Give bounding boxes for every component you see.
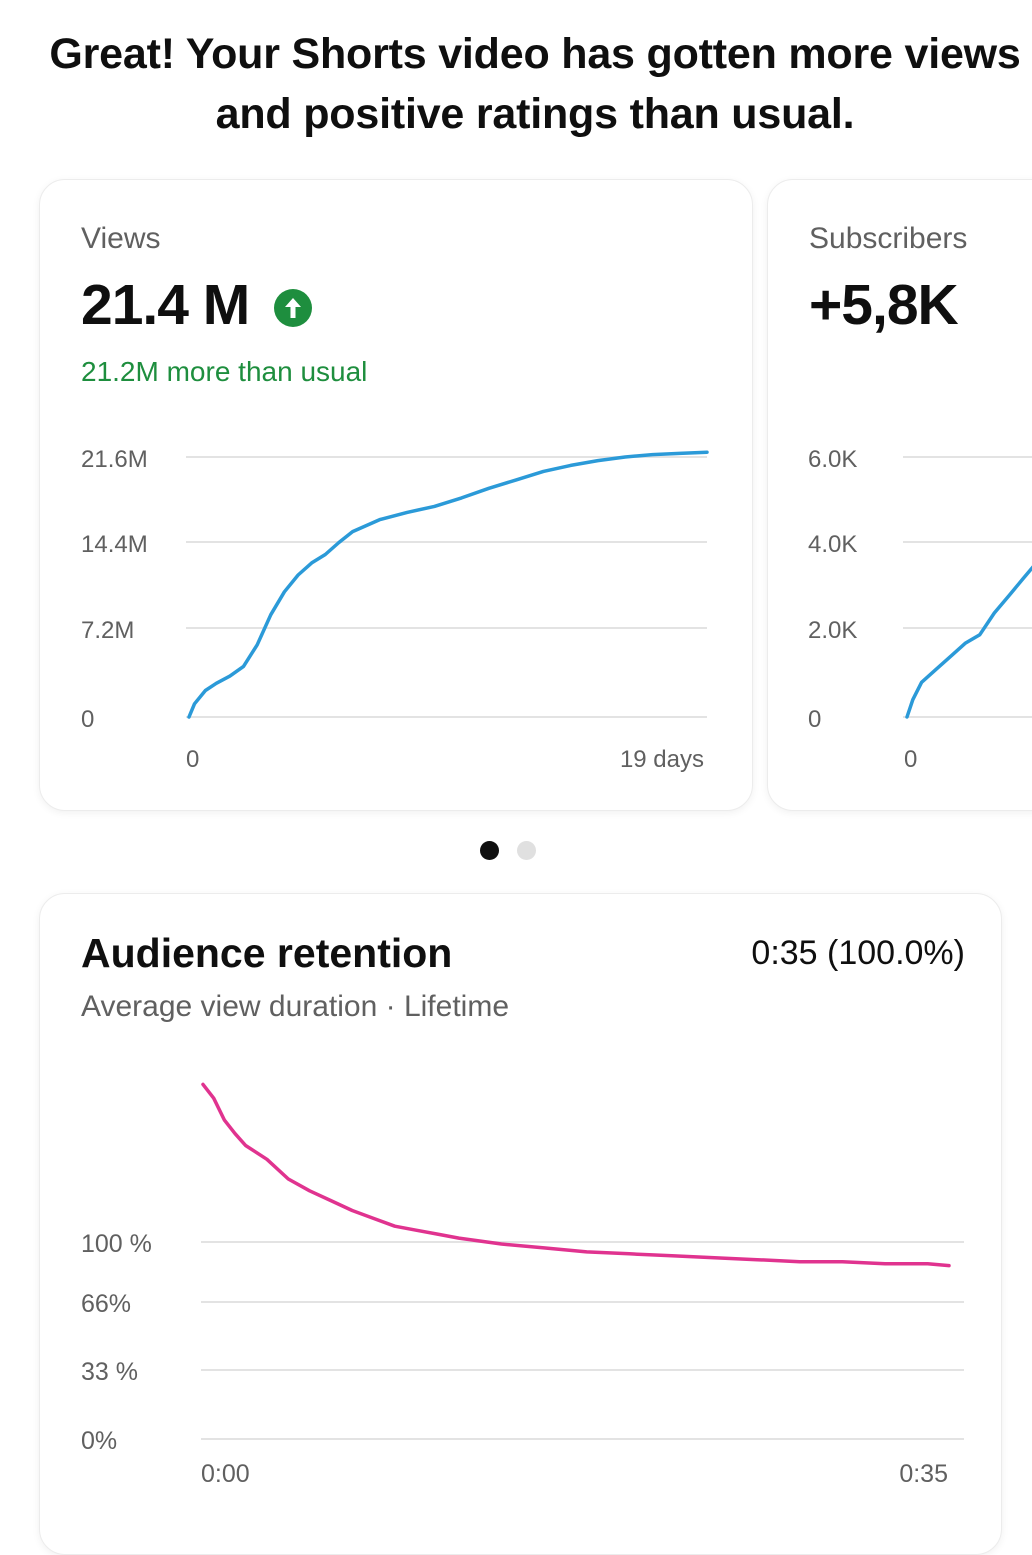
y-tick-label: 7.2M <box>81 617 134 644</box>
x-tick-label: 19 days <box>620 746 704 773</box>
y-tick-label: 0% <box>81 1427 117 1455</box>
x-tick-label: 0 <box>904 746 917 773</box>
y-tick-label: 0 <box>81 706 94 733</box>
subscribers-chart: 0 2.0K 4.0K 6.0K 0 <box>808 446 1032 773</box>
views-label: Views <box>81 222 161 255</box>
carousel-pagination[interactable] <box>480 841 536 860</box>
carousel-dot[interactable] <box>517 841 536 860</box>
headline: Great! Your Shorts video has gotten more… <box>49 30 1021 138</box>
views-note: 21.2M more than usual <box>81 356 368 387</box>
x-tick-label: 0 <box>186 746 199 773</box>
subscribers-card[interactable]: Subscribers +5,8K 0 2.0K 4.0K 6.0K 0 <box>767 179 1032 811</box>
subscribers-value: +5,8K <box>809 273 959 337</box>
y-tick-label: 0 <box>808 706 821 733</box>
x-tick-label: 0:35 <box>899 1460 948 1488</box>
subscribers-label: Subscribers <box>809 222 968 255</box>
y-tick-label: 2.0K <box>808 617 857 644</box>
y-tick-label: 4.0K <box>808 531 857 558</box>
retention-title: Audience retention <box>81 930 453 976</box>
arrow-up-circle-icon <box>274 289 312 327</box>
retention-value: 0:35 (100.0%) <box>751 934 965 972</box>
y-tick-label: 6.0K <box>808 446 857 473</box>
views-chart: 0 7.2M 14.4M 21.6M 0 19 days <box>81 446 709 773</box>
y-tick-label: 100 % <box>81 1230 152 1258</box>
y-tick-label: 21.6M <box>81 446 148 473</box>
views-value: 21.4 M <box>81 273 250 337</box>
series-line <box>201 1082 951 1268</box>
retention-chart: 0% 33 % 66% 100 % 0:00 0:35 <box>81 1082 964 1488</box>
y-tick-label: 14.4M <box>81 531 148 558</box>
audience-retention-card[interactable]: Audience retention 0:35 (100.0%) Average… <box>39 893 1002 1555</box>
carousel-dot[interactable] <box>480 841 499 860</box>
y-tick-label: 66% <box>81 1290 131 1318</box>
views-card[interactable]: Views 21.4 M 21.2M more than usual 0 7.2M… <box>39 179 753 811</box>
retention-subtitle: Average view duration · Lifetime <box>81 990 509 1023</box>
x-tick-label: 0:00 <box>201 1460 250 1488</box>
series-line <box>187 450 709 719</box>
y-tick-label: 33 % <box>81 1358 138 1386</box>
series-line <box>905 565 1032 719</box>
